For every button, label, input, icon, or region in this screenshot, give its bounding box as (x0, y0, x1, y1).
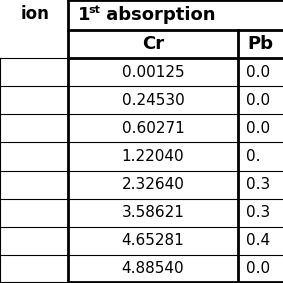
Text: 1: 1 (78, 6, 91, 24)
Text: 0.3: 0.3 (246, 177, 270, 192)
Text: 0.00125: 0.00125 (122, 65, 184, 80)
Text: 4.65281: 4.65281 (122, 233, 185, 248)
Text: 3.58621: 3.58621 (122, 205, 185, 220)
Text: 2.32640: 2.32640 (122, 177, 185, 192)
Text: 0.4: 0.4 (246, 233, 270, 248)
Text: 1.22040: 1.22040 (122, 149, 184, 164)
Text: 0.0: 0.0 (246, 93, 270, 108)
Text: absorption: absorption (100, 6, 215, 24)
Text: 0.0: 0.0 (246, 121, 270, 136)
Text: 0.0: 0.0 (246, 261, 270, 276)
Text: Cr: Cr (142, 35, 164, 53)
Text: st: st (88, 5, 100, 15)
Text: 0.: 0. (246, 149, 260, 164)
Text: 0.3: 0.3 (246, 205, 270, 220)
Text: 4.88540: 4.88540 (122, 261, 184, 276)
Text: ion: ion (21, 5, 50, 23)
Text: 0.24530: 0.24530 (122, 93, 185, 108)
Text: 0.60271: 0.60271 (122, 121, 185, 136)
Text: Pb: Pb (248, 35, 273, 53)
Text: 0.0: 0.0 (246, 65, 270, 80)
